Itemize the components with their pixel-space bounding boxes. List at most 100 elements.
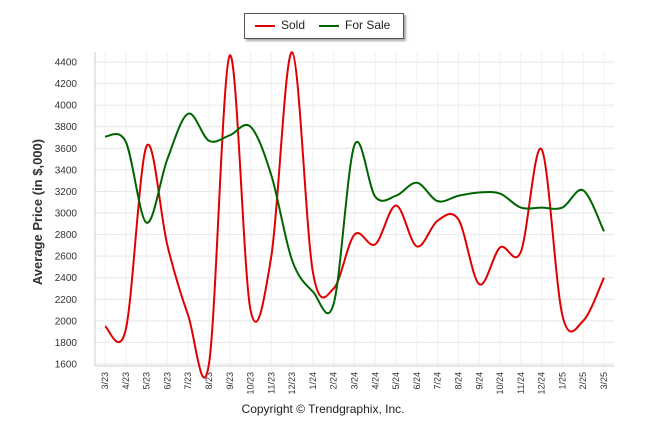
copyright-footer: Copyright © Trendgraphix, Inc. bbox=[241, 402, 405, 416]
series-layer bbox=[102, 49, 607, 379]
axis-layer: 1600 1800 2000 2200 2400 2600 2800 3000 3200 3400… bbox=[55, 52, 614, 395]
y-tick-label: 3000 bbox=[55, 209, 78, 220]
data-point-sold[interactable] bbox=[580, 318, 586, 324]
x-tick-label: 7/23 bbox=[183, 372, 193, 390]
data-point-sold[interactable] bbox=[352, 232, 358, 238]
data-point-for-sale[interactable] bbox=[476, 190, 482, 196]
data-point-for-sale[interactable] bbox=[455, 193, 461, 199]
y-tick-label: 4400 bbox=[55, 58, 78, 69]
data-point-for-sale[interactable] bbox=[331, 301, 337, 307]
y-tick-label: 4000 bbox=[55, 101, 78, 112]
x-tick-label: 8/24 bbox=[453, 372, 463, 390]
data-point-for-sale[interactable] bbox=[310, 289, 316, 295]
data-point-for-sale[interactable] bbox=[164, 156, 170, 162]
data-point-for-sale[interactable] bbox=[497, 191, 503, 197]
data-point-for-sale[interactable] bbox=[372, 194, 378, 200]
data-point-for-sale[interactable] bbox=[559, 205, 565, 211]
data-point-sold[interactable] bbox=[248, 307, 254, 313]
data-point-for-sale[interactable] bbox=[352, 142, 358, 148]
data-point-sold[interactable] bbox=[123, 326, 129, 332]
legend: Sold For Sale bbox=[244, 13, 404, 39]
data-point-for-sale[interactable] bbox=[435, 198, 441, 204]
x-tick-label: 2/25 bbox=[578, 372, 588, 390]
data-point-for-sale[interactable] bbox=[601, 228, 607, 234]
grid-layer bbox=[95, 52, 614, 366]
x-tick-label: 12/23 bbox=[287, 372, 297, 395]
data-point-sold[interactable] bbox=[102, 323, 108, 329]
x-tick-label: 4/23 bbox=[121, 372, 131, 390]
data-point-sold[interactable] bbox=[518, 249, 524, 255]
data-point-sold[interactable] bbox=[206, 361, 212, 367]
y-tick-label: 2600 bbox=[55, 252, 78, 263]
y-tick-label: 1800 bbox=[55, 338, 78, 349]
x-tick-label: 12/24 bbox=[537, 372, 547, 395]
data-point-for-sale[interactable] bbox=[144, 220, 150, 226]
data-point-sold[interactable] bbox=[144, 143, 150, 149]
data-point-for-sale[interactable] bbox=[539, 205, 545, 211]
data-point-sold[interactable] bbox=[559, 312, 565, 318]
y-axis-title: Average Price (in $,000) bbox=[30, 139, 45, 285]
y-tick-label: 4200 bbox=[55, 79, 78, 90]
x-tick-label: 7/24 bbox=[433, 372, 443, 390]
x-tick-label: 2/24 bbox=[329, 372, 339, 390]
x-tick-label: 11/23 bbox=[266, 372, 276, 394]
x-tick-label: 11/24 bbox=[516, 372, 526, 394]
data-point-for-sale[interactable] bbox=[102, 133, 108, 139]
data-point-sold[interactable] bbox=[455, 216, 461, 222]
data-point-for-sale[interactable] bbox=[185, 111, 191, 117]
data-point-for-sale[interactable] bbox=[518, 205, 524, 211]
data-point-for-sale[interactable] bbox=[414, 180, 420, 186]
data-point-for-sale[interactable] bbox=[248, 124, 254, 130]
data-point-sold[interactable] bbox=[414, 243, 420, 249]
data-point-for-sale[interactable] bbox=[123, 139, 129, 145]
x-tick-label: 1/25 bbox=[557, 372, 567, 390]
data-point-sold[interactable] bbox=[310, 269, 316, 275]
data-point-sold[interactable] bbox=[268, 253, 274, 259]
legend-swatch-for-sale bbox=[319, 24, 339, 27]
x-tick-label: 10/24 bbox=[495, 372, 505, 395]
x-tick-label: 5/23 bbox=[142, 372, 152, 390]
x-tick-label: 1/24 bbox=[308, 372, 318, 390]
data-point-sold[interactable] bbox=[497, 245, 503, 251]
y-tick-label: 2200 bbox=[55, 295, 78, 306]
y-tick-label: 2800 bbox=[55, 230, 78, 241]
legend-item-for-sale[interactable]: For Sale bbox=[319, 18, 390, 32]
x-tick-label: 9/24 bbox=[474, 372, 484, 390]
x-tick-label: 9/23 bbox=[225, 372, 235, 390]
data-point-sold[interactable] bbox=[601, 275, 607, 281]
data-point-for-sale[interactable] bbox=[268, 172, 274, 178]
data-point-sold[interactable] bbox=[164, 242, 170, 248]
data-point-sold[interactable] bbox=[393, 202, 399, 208]
x-tick-label: 3/25 bbox=[599, 372, 609, 390]
data-point-sold[interactable] bbox=[227, 53, 233, 59]
x-tick-label: 3/24 bbox=[350, 372, 360, 390]
legend-label-for-sale: For Sale bbox=[345, 18, 391, 32]
x-tick-label: 6/24 bbox=[412, 372, 422, 390]
legend-item-sold[interactable]: Sold bbox=[255, 18, 305, 32]
series-line-sold[interactable] bbox=[104, 51, 605, 379]
x-tick-label: 6/23 bbox=[162, 372, 172, 390]
data-point-for-sale[interactable] bbox=[227, 132, 233, 138]
data-point-for-sale[interactable] bbox=[206, 138, 212, 144]
y-tick-label: 3400 bbox=[55, 165, 78, 176]
data-point-sold[interactable] bbox=[185, 312, 191, 318]
y-tick-label: 3800 bbox=[55, 122, 78, 133]
data-point-for-sale[interactable] bbox=[289, 257, 295, 263]
x-tick-label: 4/24 bbox=[370, 372, 380, 390]
data-point-for-sale[interactable] bbox=[580, 187, 586, 193]
data-point-for-sale[interactable] bbox=[393, 193, 399, 199]
legend-swatch-sold bbox=[255, 24, 275, 27]
x-tick-label: 8/23 bbox=[204, 372, 214, 390]
data-point-sold[interactable] bbox=[476, 281, 482, 287]
y-tick-label: 1600 bbox=[55, 360, 78, 371]
data-point-sold[interactable] bbox=[435, 218, 441, 224]
legend-label-sold: Sold bbox=[281, 18, 306, 32]
x-tick-label: 10/23 bbox=[246, 372, 256, 395]
data-point-sold[interactable] bbox=[289, 49, 295, 55]
x-tick-label: 5/24 bbox=[391, 372, 401, 390]
data-point-sold[interactable] bbox=[539, 146, 545, 152]
data-point-sold[interactable] bbox=[372, 241, 378, 247]
series-line-for-sale[interactable] bbox=[104, 112, 605, 314]
